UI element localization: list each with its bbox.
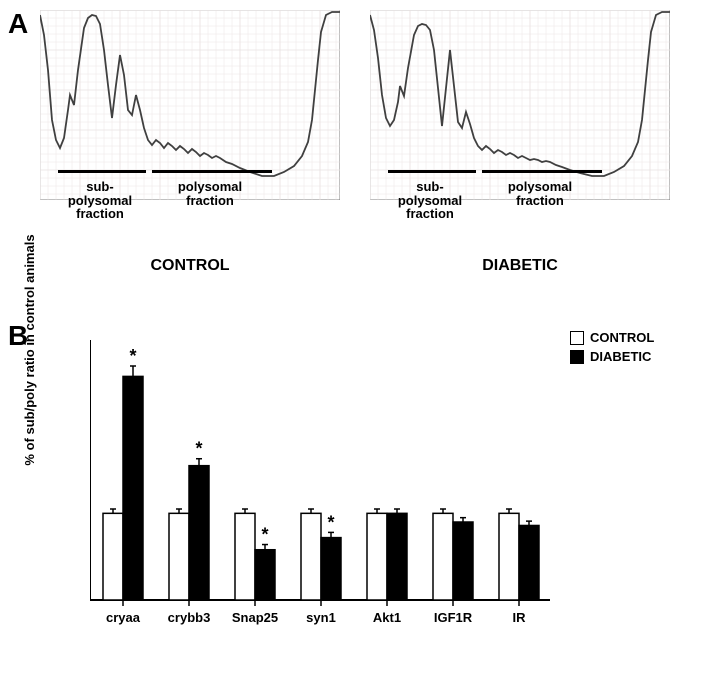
polysome-profile-control: sub-polysomalfraction polysomalfraction CO… — [40, 10, 340, 275]
bar-chart: 050100150200250300*cryaa*crybb3*Snap25*s… — [90, 330, 550, 630]
fraction-label: polysomalfraction — [490, 180, 590, 207]
svg-text:IGF1R: IGF1R — [434, 610, 473, 625]
svg-text:cryaa: cryaa — [106, 610, 141, 625]
panel-b: % of sub/poly ratio in control animals 0… — [40, 330, 700, 680]
legend-item: CONTROL — [570, 330, 654, 345]
profile-title: CONTROL — [40, 257, 340, 275]
fraction-bar — [482, 170, 602, 173]
svg-text:Snap25: Snap25 — [232, 610, 278, 625]
legend-label: DIABETIC — [590, 349, 651, 364]
fraction-label: sub-polysomalfraction — [50, 180, 150, 221]
profile-title: DIABETIC — [370, 257, 670, 275]
svg-text:*: * — [195, 439, 202, 459]
svg-text:syn1: syn1 — [306, 610, 336, 625]
svg-text:crybb3: crybb3 — [168, 610, 211, 625]
legend-label: CONTROL — [590, 330, 654, 345]
fraction-label: sub-polysomalfraction — [380, 180, 480, 221]
svg-text:*: * — [129, 346, 136, 366]
fraction-bar — [58, 170, 146, 173]
polysome-profile-diabetic: sub-polysomalfraction polysomalfraction DI… — [370, 10, 670, 275]
fraction-label: polysomalfraction — [160, 180, 260, 207]
legend-item: DIABETIC — [570, 349, 654, 364]
fraction-bar — [152, 170, 272, 173]
legend-swatch — [570, 331, 584, 345]
fraction-bar — [388, 170, 476, 173]
panel-a-label: A — [8, 8, 28, 40]
svg-text:Akt1: Akt1 — [373, 610, 401, 625]
y-axis-label: % of sub/poly ratio in control animals — [22, 220, 37, 480]
svg-text:*: * — [327, 512, 334, 532]
legend: CONTROL DIABETIC — [570, 330, 654, 368]
panel-a: sub-polysomalfraction polysomalfraction CO… — [40, 10, 680, 310]
svg-text:*: * — [261, 525, 268, 545]
svg-text:IR: IR — [513, 610, 527, 625]
legend-swatch — [570, 350, 584, 364]
